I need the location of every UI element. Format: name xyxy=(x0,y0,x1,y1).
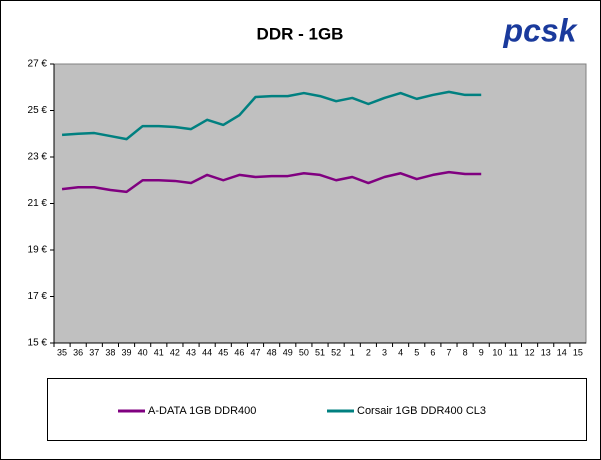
legend-label: Corsair 1GB DDR400 CL3 xyxy=(357,405,486,417)
x-tick-label: 10 xyxy=(492,347,502,357)
series-line xyxy=(61,90,482,141)
plot-area xyxy=(53,63,587,344)
x-tick-label: 1 xyxy=(350,347,355,357)
x-tick-label: 35 xyxy=(57,347,67,357)
y-tick-label: 21 € xyxy=(28,198,48,209)
x-tick-label: 43 xyxy=(186,347,196,357)
x-tick-label: 49 xyxy=(283,347,293,357)
x-tick-label: 40 xyxy=(138,347,148,357)
x-tick-label: 3 xyxy=(382,347,387,357)
x-tick-label: 5 xyxy=(414,347,419,357)
x-tick-label: 42 xyxy=(170,347,180,357)
series-line xyxy=(61,170,482,194)
logo: pcsk xyxy=(503,12,579,48)
x-tick-label: 13 xyxy=(541,347,551,357)
y-tick-label: 27 € xyxy=(28,59,48,70)
x-tick-label: 48 xyxy=(267,347,277,357)
y-tick-label: 23 € xyxy=(28,152,48,163)
x-tick-label: 6 xyxy=(430,347,435,357)
y-tick-label: 17 € xyxy=(28,291,48,302)
x-tick-label: 37 xyxy=(89,347,99,357)
x-tick-label: 50 xyxy=(299,347,309,357)
x-tick-label: 12 xyxy=(525,347,535,357)
x-tick-label: 41 xyxy=(154,347,164,357)
x-tick-label: 15 xyxy=(573,347,583,357)
x-tick-label: 11 xyxy=(509,347,518,357)
x-tick-label: 44 xyxy=(202,347,212,357)
x-tick-label: 46 xyxy=(234,347,244,357)
x-tick-label: 38 xyxy=(105,347,115,357)
chart-title: DDR - 1GB xyxy=(257,24,344,43)
x-tick-label: 8 xyxy=(463,347,468,357)
x-tick-label: 51 xyxy=(315,347,325,357)
x-tick-label: 39 xyxy=(122,347,132,357)
legend-label: A-DATA 1GB DDR400 xyxy=(148,405,256,417)
x-tick-label: 7 xyxy=(446,347,451,357)
x-tick-label: 45 xyxy=(218,347,228,357)
x-tick-label: 52 xyxy=(331,347,341,357)
x-tick-label: 2 xyxy=(366,347,371,357)
y-tick-label: 15 € xyxy=(28,338,48,349)
x-tick-label: 4 xyxy=(398,347,403,357)
x-tick-label: 9 xyxy=(479,347,484,357)
y-tick-label: 25 € xyxy=(28,105,48,116)
x-tick-label: 36 xyxy=(73,347,83,357)
y-tick-label: 19 € xyxy=(28,245,48,256)
x-tick-label: 47 xyxy=(251,347,261,357)
x-tick-label: 14 xyxy=(557,347,567,357)
